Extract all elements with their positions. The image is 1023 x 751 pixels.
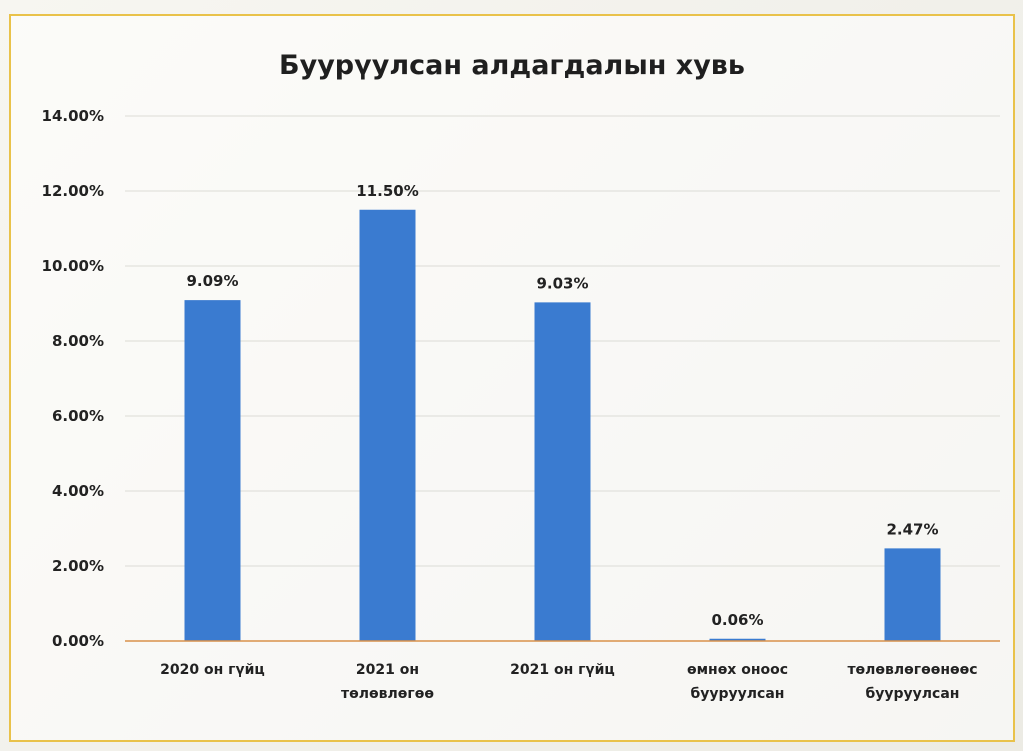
x-tick-label-line: төлөвлөгөөнөөс	[847, 662, 977, 678]
bars	[184, 209, 941, 641]
y-tick-label: 14.00%	[42, 107, 104, 125]
x-tick-label-line: өмнөх оноос	[687, 662, 788, 678]
x-tick-label-line: бууруулсан	[866, 686, 960, 702]
y-tick-label: 2.00%	[52, 557, 104, 575]
data-label: 2.47%	[886, 520, 938, 538]
chart-title: Буурүулсан алдагдалын хувь	[279, 50, 745, 81]
data-label: 9.03%	[536, 274, 588, 292]
x-tick-label: өмнөх оноос бууруулсан	[687, 662, 788, 702]
labels: 0.00% 2.00% 4.00% 6.00% 8.00% 10.00% 12.00% 14.…	[42, 107, 978, 702]
data-label: 9.09%	[186, 272, 238, 290]
x-tick-label: 2021 он төлөвлөгөө	[341, 662, 434, 702]
y-tick-label: 0.00%	[52, 632, 104, 650]
x-tick-label: төлөвлөгөөнөөс бууруулсан	[847, 662, 977, 702]
data-label: 0.06%	[711, 611, 763, 629]
x-tick-label-line: бууруулсан	[691, 686, 785, 702]
y-tick-label: 6.00%	[52, 407, 104, 425]
bar	[534, 302, 591, 641]
chart-frame	[9, 14, 1015, 742]
data-label: 11.50%	[356, 182, 418, 200]
x-tick-label: 2021 он гүйц	[510, 662, 615, 678]
bar	[709, 638, 766, 641]
y-tick-label: 10.00%	[42, 257, 104, 275]
y-tick-label: 4.00%	[52, 482, 104, 500]
gridlines	[125, 115, 1000, 567]
x-tick-label-line: 2021 он гүйц	[510, 662, 615, 678]
x-tick-label-line: төлөвлөгөө	[341, 686, 434, 702]
x-tick-label-line: 2020 он гүйц	[160, 662, 265, 678]
bar	[884, 548, 941, 641]
y-tick-label: 8.00%	[52, 332, 104, 350]
bar	[359, 209, 416, 641]
x-tick-label: 2020 он гүйц	[160, 662, 265, 678]
bar	[184, 300, 241, 641]
x-tick-label-line: 2021 он	[356, 662, 419, 678]
y-tick-label: 12.00%	[42, 182, 104, 200]
